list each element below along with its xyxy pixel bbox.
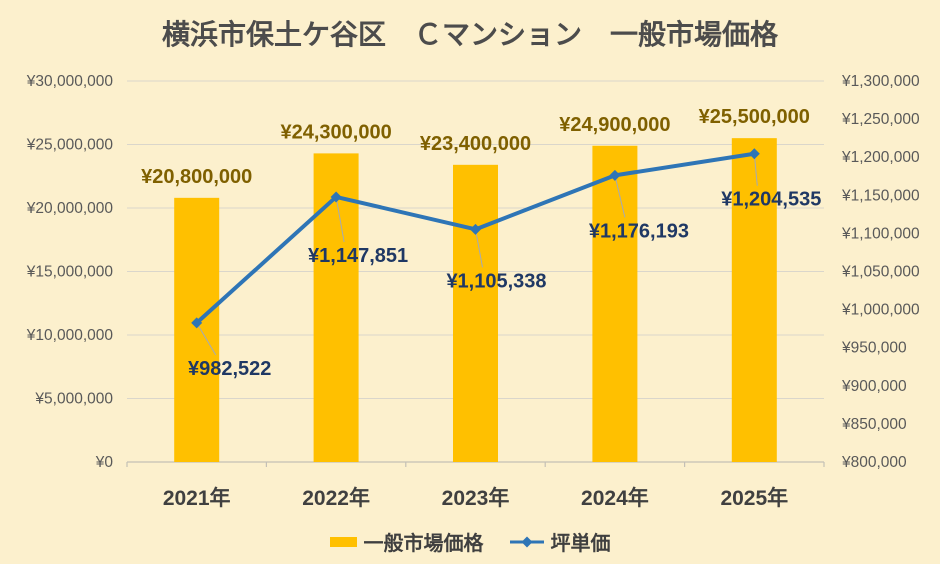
line-value-label: ¥1,176,193 [589, 220, 689, 242]
legend-bar-series-label: 一般市場価格 [363, 533, 484, 555]
x-axis-category-label: 2022年 [302, 486, 370, 510]
right-axis-tick-label: ¥1,150,000 [841, 187, 920, 204]
left-axis-tick-label: ¥20,000,000 [26, 200, 114, 217]
line-point [748, 148, 760, 160]
left-axis-tick-label: ¥10,000,000 [26, 327, 114, 344]
right-axis-tick-label: ¥950,000 [841, 340, 907, 357]
left-axis-tick-label: ¥30,000,000 [26, 73, 114, 90]
x-axis-category-label: 2021年 [163, 486, 231, 510]
bar-value-label: ¥24,300,000 [280, 121, 391, 143]
right-axis-tick-label: ¥1,250,000 [841, 111, 920, 128]
left-axis-tick-label: ¥15,000,000 [26, 264, 114, 281]
right-axis-tick-label: ¥1,000,000 [841, 302, 920, 319]
bar [731, 138, 777, 462]
leader-line [753, 153, 758, 186]
line-point [191, 317, 203, 329]
right-axis-tick-label: ¥800,000 [841, 454, 907, 471]
line-value-label: ¥1,147,851 [308, 245, 408, 267]
bar [313, 153, 359, 462]
line-value-label: ¥1,105,338 [446, 270, 546, 292]
bar-value-label: ¥20,800,000 [141, 166, 252, 188]
chart-title: 横浜市保土ケ谷区 Ｃマンション 一般市場価格 [161, 19, 778, 50]
leader-line [614, 175, 626, 218]
right-axis-tick-label: ¥1,100,000 [841, 225, 920, 242]
line-point [470, 223, 481, 235]
leader-line [335, 196, 345, 243]
line-point [330, 191, 342, 203]
legend: 一般市場価格 坪単価 [0, 527, 940, 556]
right-axis-tick-label: ¥1,200,000 [841, 149, 920, 166]
legend-item-line-series: 坪単価 [509, 527, 611, 556]
right-axis-tick-label: ¥1,050,000 [841, 264, 920, 281]
left-axis-tick-label: ¥25,000,000 [26, 137, 114, 154]
leader-line [475, 229, 483, 268]
bar-value-label: ¥23,400,000 [420, 133, 531, 155]
x-axis-category-label: 2023年 [442, 486, 510, 510]
bar-value-label: ¥24,900,000 [559, 114, 670, 136]
line-value-label: ¥982,522 [188, 358, 271, 380]
right-axis-tick-label: ¥1,300,000 [841, 73, 920, 90]
left-axis-tick-label: ¥0 [95, 454, 114, 471]
leader-line [196, 322, 217, 356]
bar [174, 197, 220, 462]
legend-line-series-label: 坪単価 [550, 533, 611, 555]
x-axis-category-label: 2025年 [720, 486, 788, 510]
bar-value-label: ¥25,500,000 [699, 106, 810, 128]
line-value-label: ¥1,204,535 [721, 189, 821, 211]
legend-item-bar-series: 一般市場価格 [329, 527, 484, 556]
right-axis-tick-label: ¥900,000 [841, 378, 907, 395]
right-axis-tick-label: ¥850,000 [841, 416, 907, 433]
x-axis-category-label: 2024年 [581, 486, 649, 510]
line-point [609, 169, 621, 181]
bar-series-swatch-icon [329, 536, 357, 547]
bar [453, 164, 498, 462]
bar [592, 145, 638, 462]
line-series-swatch-icon [509, 536, 544, 547]
left-axis-tick-label: ¥5,000,000 [34, 391, 113, 408]
